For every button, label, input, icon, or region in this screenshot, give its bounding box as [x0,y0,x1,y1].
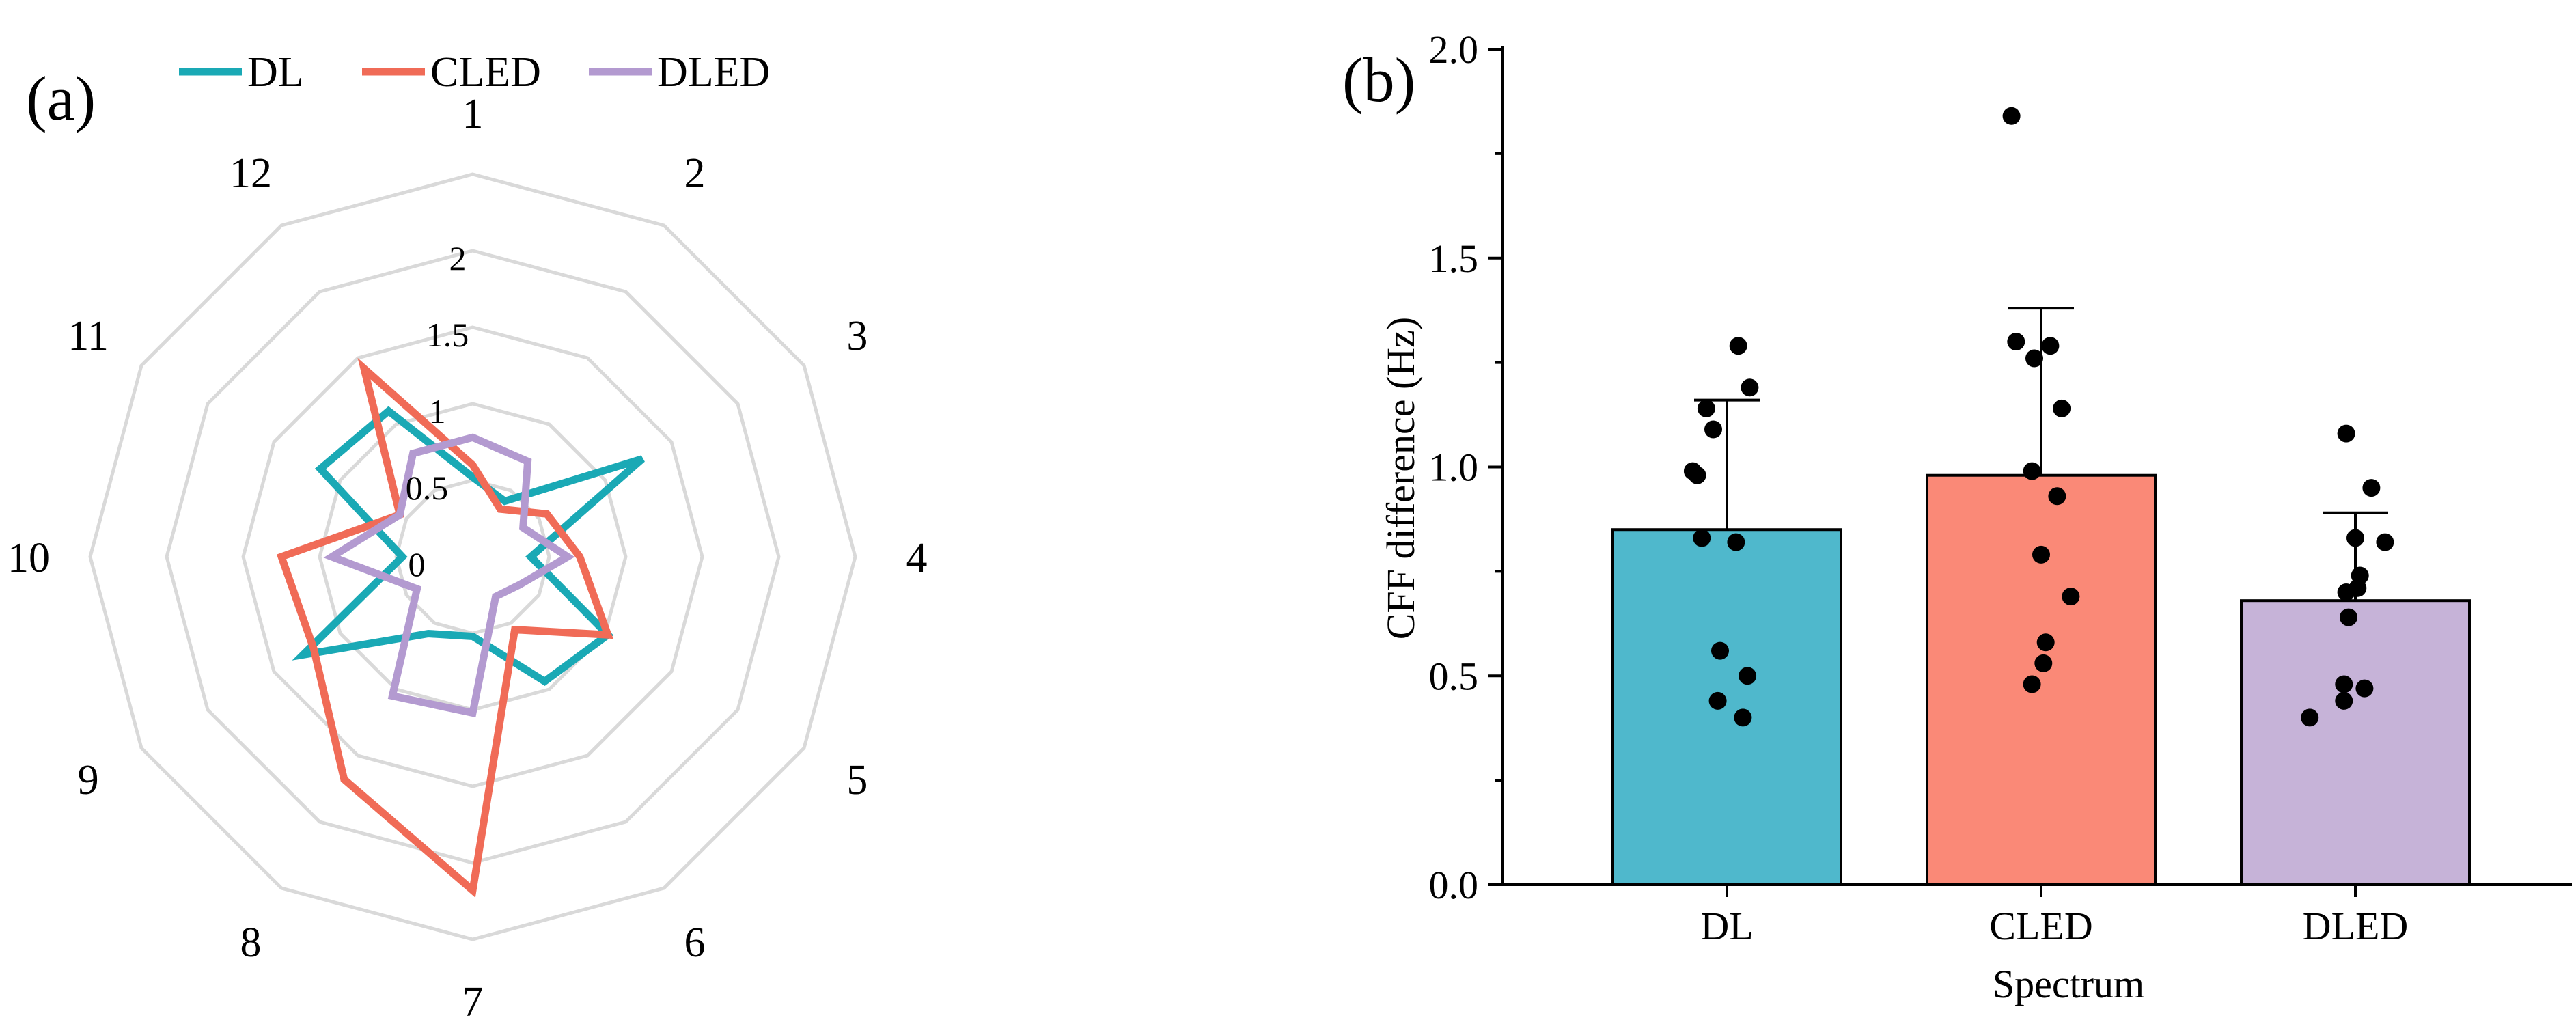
y-axis-title: CFF difference (Hz) [1379,317,1423,639]
data-point-dl [1727,533,1745,551]
data-point-cled [2034,654,2053,672]
y-tick-label: 0.0 [1429,863,1479,907]
x-tick-label: CLED [1989,904,2092,948]
y-tick-label: 0.5 [1429,654,1479,698]
data-point-dl [1741,378,1759,397]
x-axis-title: Spectrum [1993,962,2144,1006]
legend-label-dl: DL [247,49,304,96]
bar-dled [2240,599,2471,886]
data-point-cled [2023,675,2041,693]
data-point-dled [2355,679,2374,698]
y-tick-label: 2.0 [1429,27,1479,72]
bar-dl [1611,528,1842,886]
data-point-cled [2007,333,2025,350]
radar-axis-label: 12 [230,150,272,197]
data-point-dl [1739,667,1757,685]
radar-ring-label: 1.5 [426,316,469,354]
bar-chart-panel: (b) 0.0 0.5 1.0 1.5 2.0 DL CLED DLED Spectrum C… [1342,27,2572,1006]
bars [1611,473,2471,886]
x-tick-label: DLED [2303,904,2409,948]
radar-ring [165,249,781,865]
data-point-dl [1734,708,1752,727]
data-point-dled [2346,529,2364,547]
x-tick-label: DL [1700,904,1753,948]
radar-axis-label: 5 [846,757,868,803]
data-point-cled [2041,337,2060,355]
radar-legend: DL CLED DLED [179,49,770,96]
radar-grid [88,172,857,941]
data-point-dled [2335,675,2353,693]
data-point-dled [2335,691,2353,710]
radar-axis-label: 3 [846,313,868,359]
data-point-cled [2002,107,2021,125]
radar-axis-label: 8 [240,920,262,966]
panel-a-label: (a) [26,64,96,133]
legend-label-cled: CLED [430,49,541,96]
radar-ring-labels: 0 0.5 1 1.5 2 [406,239,469,583]
radar-axis-label: 11 [68,313,109,359]
data-point-cled [2048,487,2066,506]
radar-axis-label: 4 [906,535,928,581]
data-point-dl [1693,529,1711,547]
data-point-cled [2053,399,2071,417]
data-point-dled [2376,533,2394,551]
radar-axis-label: 1 [462,91,484,137]
data-point-cled [2036,633,2055,652]
bar-cled [1926,473,2157,886]
data-point-cled [2032,545,2050,564]
radar-ring-label: 1 [429,392,446,430]
radar-axis-label: 7 [462,979,484,1025]
data-point-dled [2337,583,2355,601]
radar-axis-label: 9 [78,757,99,803]
data-point-dl [1711,641,1729,660]
radar-axis-label: 10 [8,535,50,581]
radar-ring [241,325,704,788]
y-tick-label: 1.0 [1429,445,1479,490]
data-point-cled [2023,462,2041,480]
radar-series-dled [323,433,575,718]
radar-axis-label: 2 [684,150,706,197]
data-point-dled [2301,708,2319,727]
radar-series-dl [292,406,645,687]
radar-ring-label: 0 [408,545,426,583]
y-tick-label: 1.5 [1429,236,1479,281]
legend-label-dled: DLED [657,49,770,96]
radar-axis-label: 6 [684,920,706,966]
data-point-dl [1704,420,1722,439]
data-point-dled [2340,608,2357,626]
data-point-dl [1688,466,1706,484]
data-point-dl [1708,691,1727,710]
panel-b-label: (b) [1342,45,1415,115]
data-point-dl [1697,399,1715,417]
scatter-points [1683,107,2394,727]
data-point-dled [2362,479,2381,497]
data-point-dl [1729,337,1747,355]
radar-ring-label: 0.5 [406,469,449,507]
radar-series [276,357,645,898]
data-point-cled [2025,349,2043,368]
data-point-dled [2337,424,2355,443]
radar-ring-label: 2 [449,239,467,277]
data-point-cled [2062,588,2080,606]
bar-axes: 0.0 0.5 1.0 1.5 2.0 DL CLED DLED [1429,27,2572,948]
radar-ring [88,172,857,941]
